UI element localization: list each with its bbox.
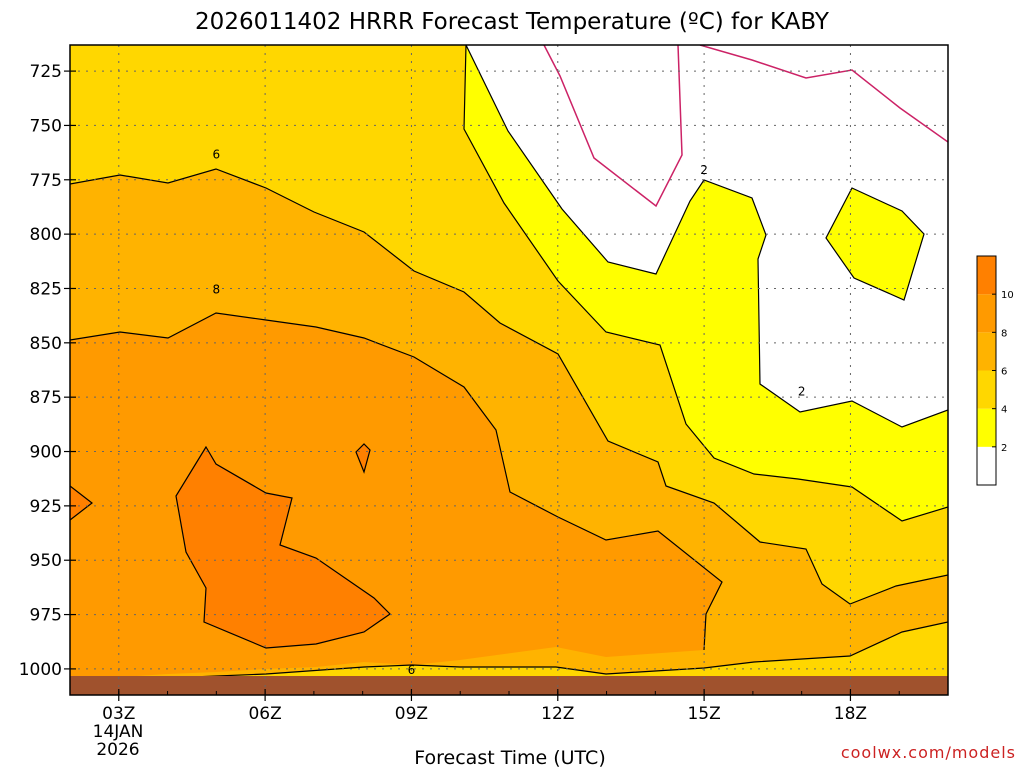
contour-10	[175, 445, 391, 649]
band-gt10	[176, 447, 390, 648]
x-axis-date-year: 2026	[96, 740, 139, 760]
colorbar-tick-label: 2	[1001, 443, 1007, 454]
y-tick-label: 975	[30, 606, 62, 626]
colorbar-segment	[977, 408, 996, 447]
contour-4	[463, 45, 948, 522]
y-tick-label: 725	[30, 62, 62, 82]
contour-label: 6	[213, 148, 221, 162]
y-tick-label: 775	[30, 171, 62, 191]
credit-text: coolwx.com/models	[841, 743, 1016, 762]
x-tick-label: 12Z	[541, 704, 574, 724]
x-tick-label: 18Z	[834, 704, 867, 724]
x-axis-date-day: 14JAN	[93, 722, 144, 742]
band-gt10-edge	[70, 486, 92, 520]
band-gt10-dot	[356, 444, 370, 472]
y-tick-label: 1000	[19, 660, 62, 680]
y-tick-label: 900	[30, 443, 62, 463]
y-tick-label: 825	[30, 279, 62, 299]
y-tick-label: 925	[30, 497, 62, 517]
colorbar-segment	[977, 256, 996, 295]
colorbar-tick-label: 10	[1001, 290, 1014, 301]
contour-2	[465, 45, 948, 428]
colorbar-tick-label: 4	[1001, 405, 1007, 416]
colorbar-segment	[977, 332, 996, 371]
contour-8	[70, 312, 723, 651]
contour-label: 2	[798, 385, 806, 399]
contour-label: 6	[408, 663, 416, 677]
y-tick-label: 875	[30, 388, 62, 408]
x-tick-label: 03Z	[102, 704, 135, 724]
contour-zero-line-2	[699, 45, 948, 143]
colorbar-tick-label: 6	[1001, 367, 1007, 378]
chart-title: 2026011402 HRRR Forecast Temperature (ºC…	[195, 9, 830, 35]
colorbar-tick-label: 8	[1001, 328, 1007, 339]
y-axis: 725 750 775 800 825 850 875 900 925 950 975 1000	[19, 62, 76, 680]
y-tick-label: 850	[30, 334, 62, 354]
contour-10-edge	[70, 485, 93, 521]
y-tick-label: 750	[30, 116, 62, 136]
contour-label: 2	[700, 163, 708, 177]
x-tick-label: 15Z	[687, 704, 720, 724]
contour-10-dot	[355, 443, 371, 474]
contour-6	[70, 168, 948, 605]
contour-label: 8	[213, 282, 221, 296]
colorbar-segment	[977, 446, 996, 485]
colorbar-segment	[977, 294, 996, 333]
plot-area	[70, 45, 948, 695]
colorbar-segment	[977, 370, 996, 409]
x-axis-label: Forecast Time (UTC)	[414, 747, 605, 768]
contour-surface-6	[70, 621, 948, 684]
y-tick-label: 800	[30, 225, 62, 245]
ground-fill	[70, 676, 948, 695]
colorbar: 2 4 6 8 10	[976, 255, 1014, 486]
contour-2-island	[825, 187, 925, 301]
x-tick-label: 09Z	[395, 704, 428, 724]
contour-labels: 6 8 2 2 6	[213, 148, 806, 677]
x-tick-label: 06Z	[248, 704, 281, 724]
y-tick-label: 950	[30, 551, 62, 571]
x-axis: 03Z 06Z 09Z 12Z 15Z 18Z	[69, 689, 949, 724]
